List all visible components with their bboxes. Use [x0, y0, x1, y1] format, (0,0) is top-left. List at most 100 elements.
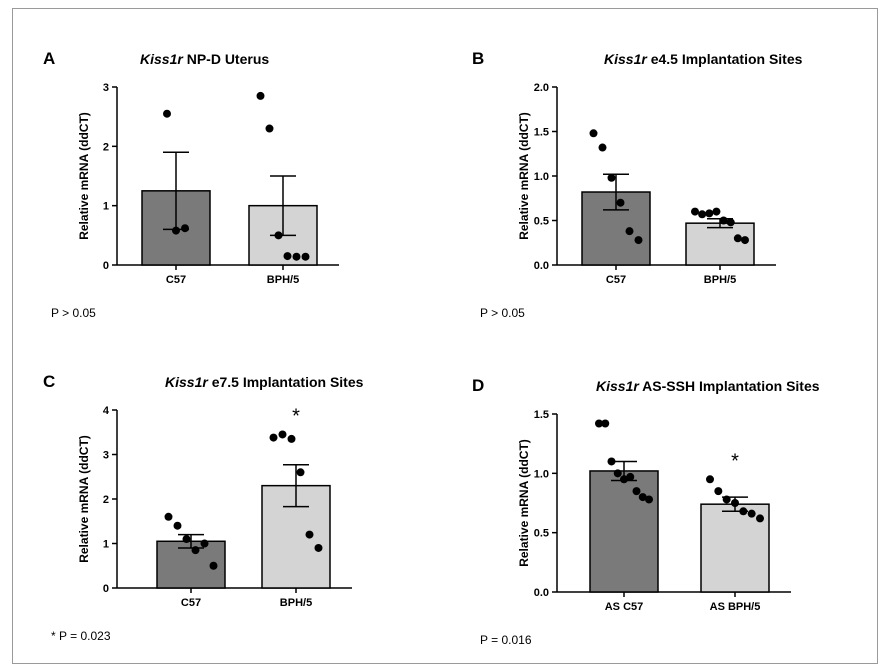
chart-title: Kiss1r e4.5 Implantation Sites — [604, 51, 802, 67]
significance-star: * — [731, 450, 739, 472]
y-tick-label: 1 — [103, 539, 109, 551]
data-point — [172, 226, 180, 235]
chart-title-rest: NP-D Uterus — [182, 51, 270, 67]
data-point — [714, 487, 723, 496]
x-tick-label: AS BPH/5 — [710, 601, 761, 613]
chart-title-rest: e4.5 Implantation Sites — [646, 51, 803, 67]
data-point — [625, 227, 634, 236]
data-point — [607, 173, 616, 182]
y-tick-label: 0.0 — [534, 260, 549, 272]
data-point — [163, 109, 171, 118]
y-tick-label: 0.5 — [534, 528, 549, 540]
y-axis-label: Relative mRNA (ddCT) — [77, 112, 91, 240]
data-point — [645, 495, 653, 504]
data-point — [182, 535, 191, 544]
y-tick-label: 0.0 — [534, 587, 549, 599]
chart-title-rest: AS-SSH Implantation Sites — [638, 378, 820, 394]
chart-title-gene: Kiss1r — [140, 51, 183, 67]
data-point — [698, 210, 707, 219]
y-tick-label: 2 — [103, 141, 109, 153]
data-point — [632, 487, 641, 496]
data-point — [314, 543, 323, 552]
y-tick-label: 0 — [103, 260, 109, 272]
y-tick-label: 2 — [103, 494, 109, 506]
p-value-text: P > 0.05 — [51, 306, 96, 320]
data-point — [731, 499, 739, 507]
data-point — [283, 252, 292, 261]
data-point — [705, 209, 714, 218]
panel-label: B — [472, 49, 485, 68]
data-point — [274, 231, 283, 240]
y-tick-label: 1.0 — [534, 171, 549, 183]
data-point — [741, 236, 749, 245]
chart-title-rest: e7.5 Implantation Sites — [207, 374, 364, 390]
data-point — [589, 129, 598, 138]
data-point — [164, 512, 173, 521]
x-tick-label: C57 — [181, 597, 201, 609]
data-point — [191, 546, 200, 555]
x-tick-label: C57 — [166, 274, 186, 286]
data-point — [613, 469, 622, 478]
y-axis-label: Relative mRNA (ddCT) — [517, 112, 531, 240]
data-point — [278, 430, 287, 439]
chart-title: Kiss1r e7.5 Implantation Sites — [165, 374, 363, 390]
x-tick-label: BPH/5 — [704, 274, 736, 286]
panel-label: C — [43, 372, 56, 391]
chart-title: Kiss1r AS-SSH Implantation Sites — [596, 378, 820, 394]
data-point — [598, 143, 607, 152]
data-point — [616, 198, 625, 207]
data-point — [733, 234, 742, 243]
bar-treatment — [685, 222, 755, 266]
x-tick-label: BPH/5 — [280, 597, 312, 609]
x-tick-label: C57 — [606, 274, 626, 286]
data-point — [256, 91, 265, 100]
y-tick-label: 2.0 — [534, 82, 549, 94]
data-point — [706, 475, 714, 484]
data-point — [719, 216, 728, 225]
chart-title-gene: Kiss1r — [165, 374, 208, 390]
y-tick-label: 3 — [103, 82, 109, 94]
data-point — [739, 507, 748, 516]
data-point — [200, 539, 209, 548]
data-point — [181, 224, 189, 233]
data-point — [638, 493, 647, 502]
data-point — [712, 207, 721, 216]
panel-label: D — [472, 376, 485, 395]
p-value-text: P = 0.016 — [480, 633, 532, 647]
y-tick-label: 1 — [103, 201, 109, 213]
data-point — [601, 419, 610, 428]
data-point — [756, 514, 764, 523]
data-point — [173, 521, 182, 530]
data-point — [595, 419, 603, 428]
data-point — [296, 468, 305, 477]
y-tick-label: 0 — [103, 583, 109, 595]
data-point — [620, 475, 628, 484]
x-tick-label: AS C57 — [605, 601, 644, 613]
y-tick-label: 0.5 — [534, 216, 549, 228]
data-point — [691, 207, 699, 216]
chart-title: Kiss1r NP-D Uterus — [140, 51, 269, 67]
data-point — [287, 434, 296, 443]
data-point — [747, 509, 756, 518]
x-tick-label: BPH/5 — [267, 274, 299, 286]
data-point — [292, 252, 301, 261]
y-tick-label: 1.5 — [534, 409, 549, 421]
data-point — [626, 472, 635, 481]
panel-label: A — [43, 49, 56, 68]
y-axis-label: Relative mRNA (ddCT) — [77, 435, 91, 563]
data-point — [305, 530, 314, 539]
y-tick-label: 4 — [103, 405, 110, 417]
data-point — [722, 495, 731, 504]
data-point — [209, 561, 218, 570]
data-point — [301, 252, 310, 261]
p-value-text: P > 0.05 — [480, 306, 525, 320]
data-point — [607, 457, 616, 466]
p-value-text: * P = 0.023 — [51, 629, 111, 643]
chart-title-gene: Kiss1r — [596, 378, 639, 394]
data-point — [269, 433, 278, 442]
data-point — [726, 218, 735, 227]
significance-star: * — [292, 405, 300, 427]
data-point — [265, 124, 274, 133]
